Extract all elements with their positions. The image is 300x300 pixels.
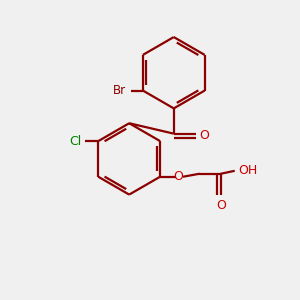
Text: Br: Br bbox=[113, 84, 126, 97]
Text: O: O bbox=[200, 129, 209, 142]
Text: Cl: Cl bbox=[69, 135, 81, 148]
Text: O: O bbox=[174, 170, 183, 183]
Text: O: O bbox=[216, 199, 226, 212]
Text: OH: OH bbox=[238, 164, 257, 177]
